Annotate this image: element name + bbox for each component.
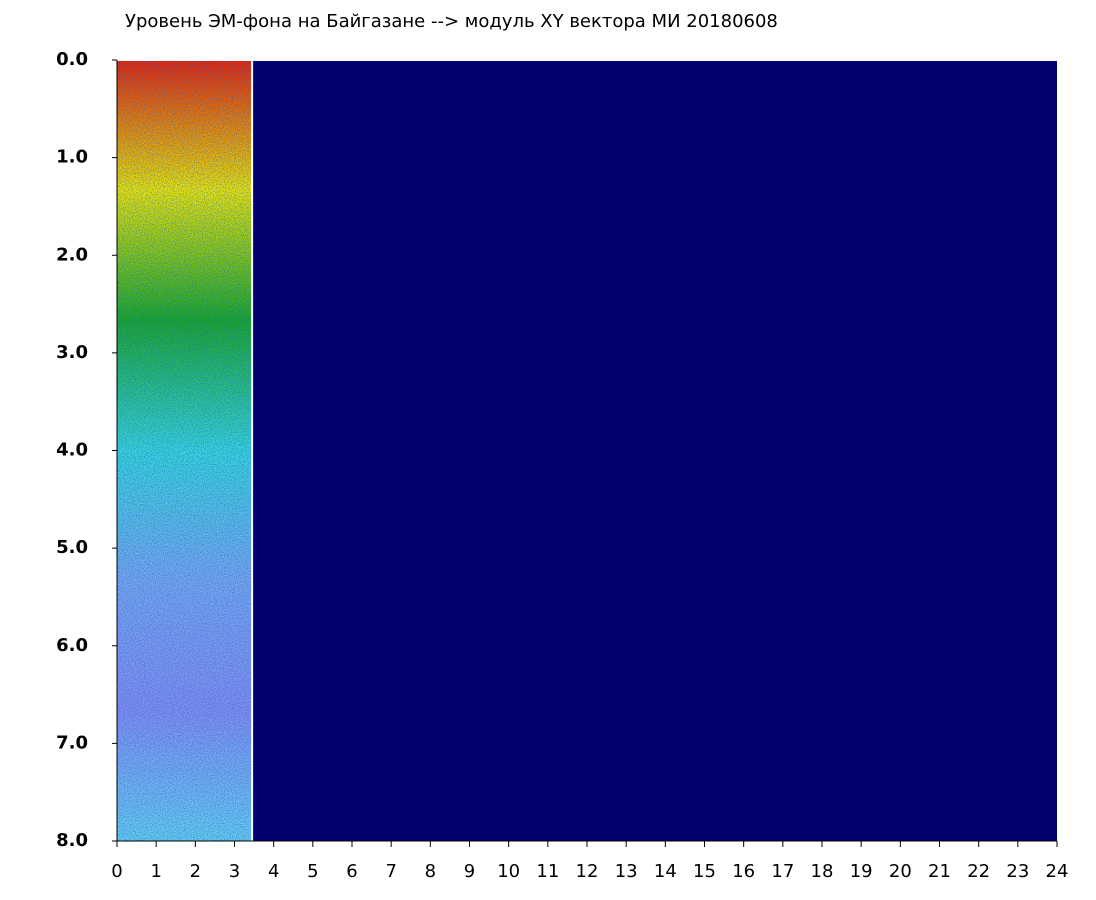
x-tick-label: 14: [654, 861, 677, 882]
y-tick-label: 0.0: [56, 49, 88, 70]
x-tick-label: 6: [346, 861, 357, 882]
x-tick-label: 12: [576, 861, 599, 882]
x-tick-label: 20: [889, 861, 912, 882]
y-tick-label: 2.0: [56, 244, 88, 265]
x-tick-label: 0: [111, 861, 122, 882]
x-tick-label: 11: [536, 861, 559, 882]
x-tick-label: 16: [732, 861, 755, 882]
x-tick-label: 24: [1046, 861, 1069, 882]
x-tick-label: 17: [771, 861, 794, 882]
x-tick-label: 15: [693, 861, 716, 882]
x-tick-label: 3: [229, 861, 240, 882]
x-tick-label: 18: [811, 861, 834, 882]
x-tick-label: 13: [615, 861, 638, 882]
x-tick-label: 22: [967, 861, 990, 882]
x-tick-label: 2: [190, 861, 201, 882]
y-tick-label: 8.0: [56, 830, 88, 851]
x-tick-label: 23: [1006, 861, 1029, 882]
y-tick-label: 6.0: [56, 635, 88, 656]
x-tick-label: 5: [307, 861, 318, 882]
x-tick-label: 19: [850, 861, 873, 882]
y-tick-label: 7.0: [56, 732, 88, 753]
x-tick-label: 10: [497, 861, 520, 882]
chart-title: Уровень ЭМ-фона на Байгазане --> модуль …: [125, 11, 778, 32]
y-tick-label: 5.0: [56, 537, 88, 558]
x-tick-label: 8: [425, 861, 436, 882]
x-tick-label: 7: [385, 861, 396, 882]
y-tick-label: 1.0: [56, 147, 88, 168]
x-tick-label: 9: [464, 861, 475, 882]
x-tick-label: 4: [268, 861, 279, 882]
heat-noise: [117, 60, 253, 841]
y-tick-label: 4.0: [56, 440, 88, 461]
x-tick-label: 1: [150, 861, 161, 882]
plot-background: [117, 60, 1057, 841]
y-tick-label: 3.0: [56, 342, 88, 363]
x-tick-label: 21: [928, 861, 951, 882]
